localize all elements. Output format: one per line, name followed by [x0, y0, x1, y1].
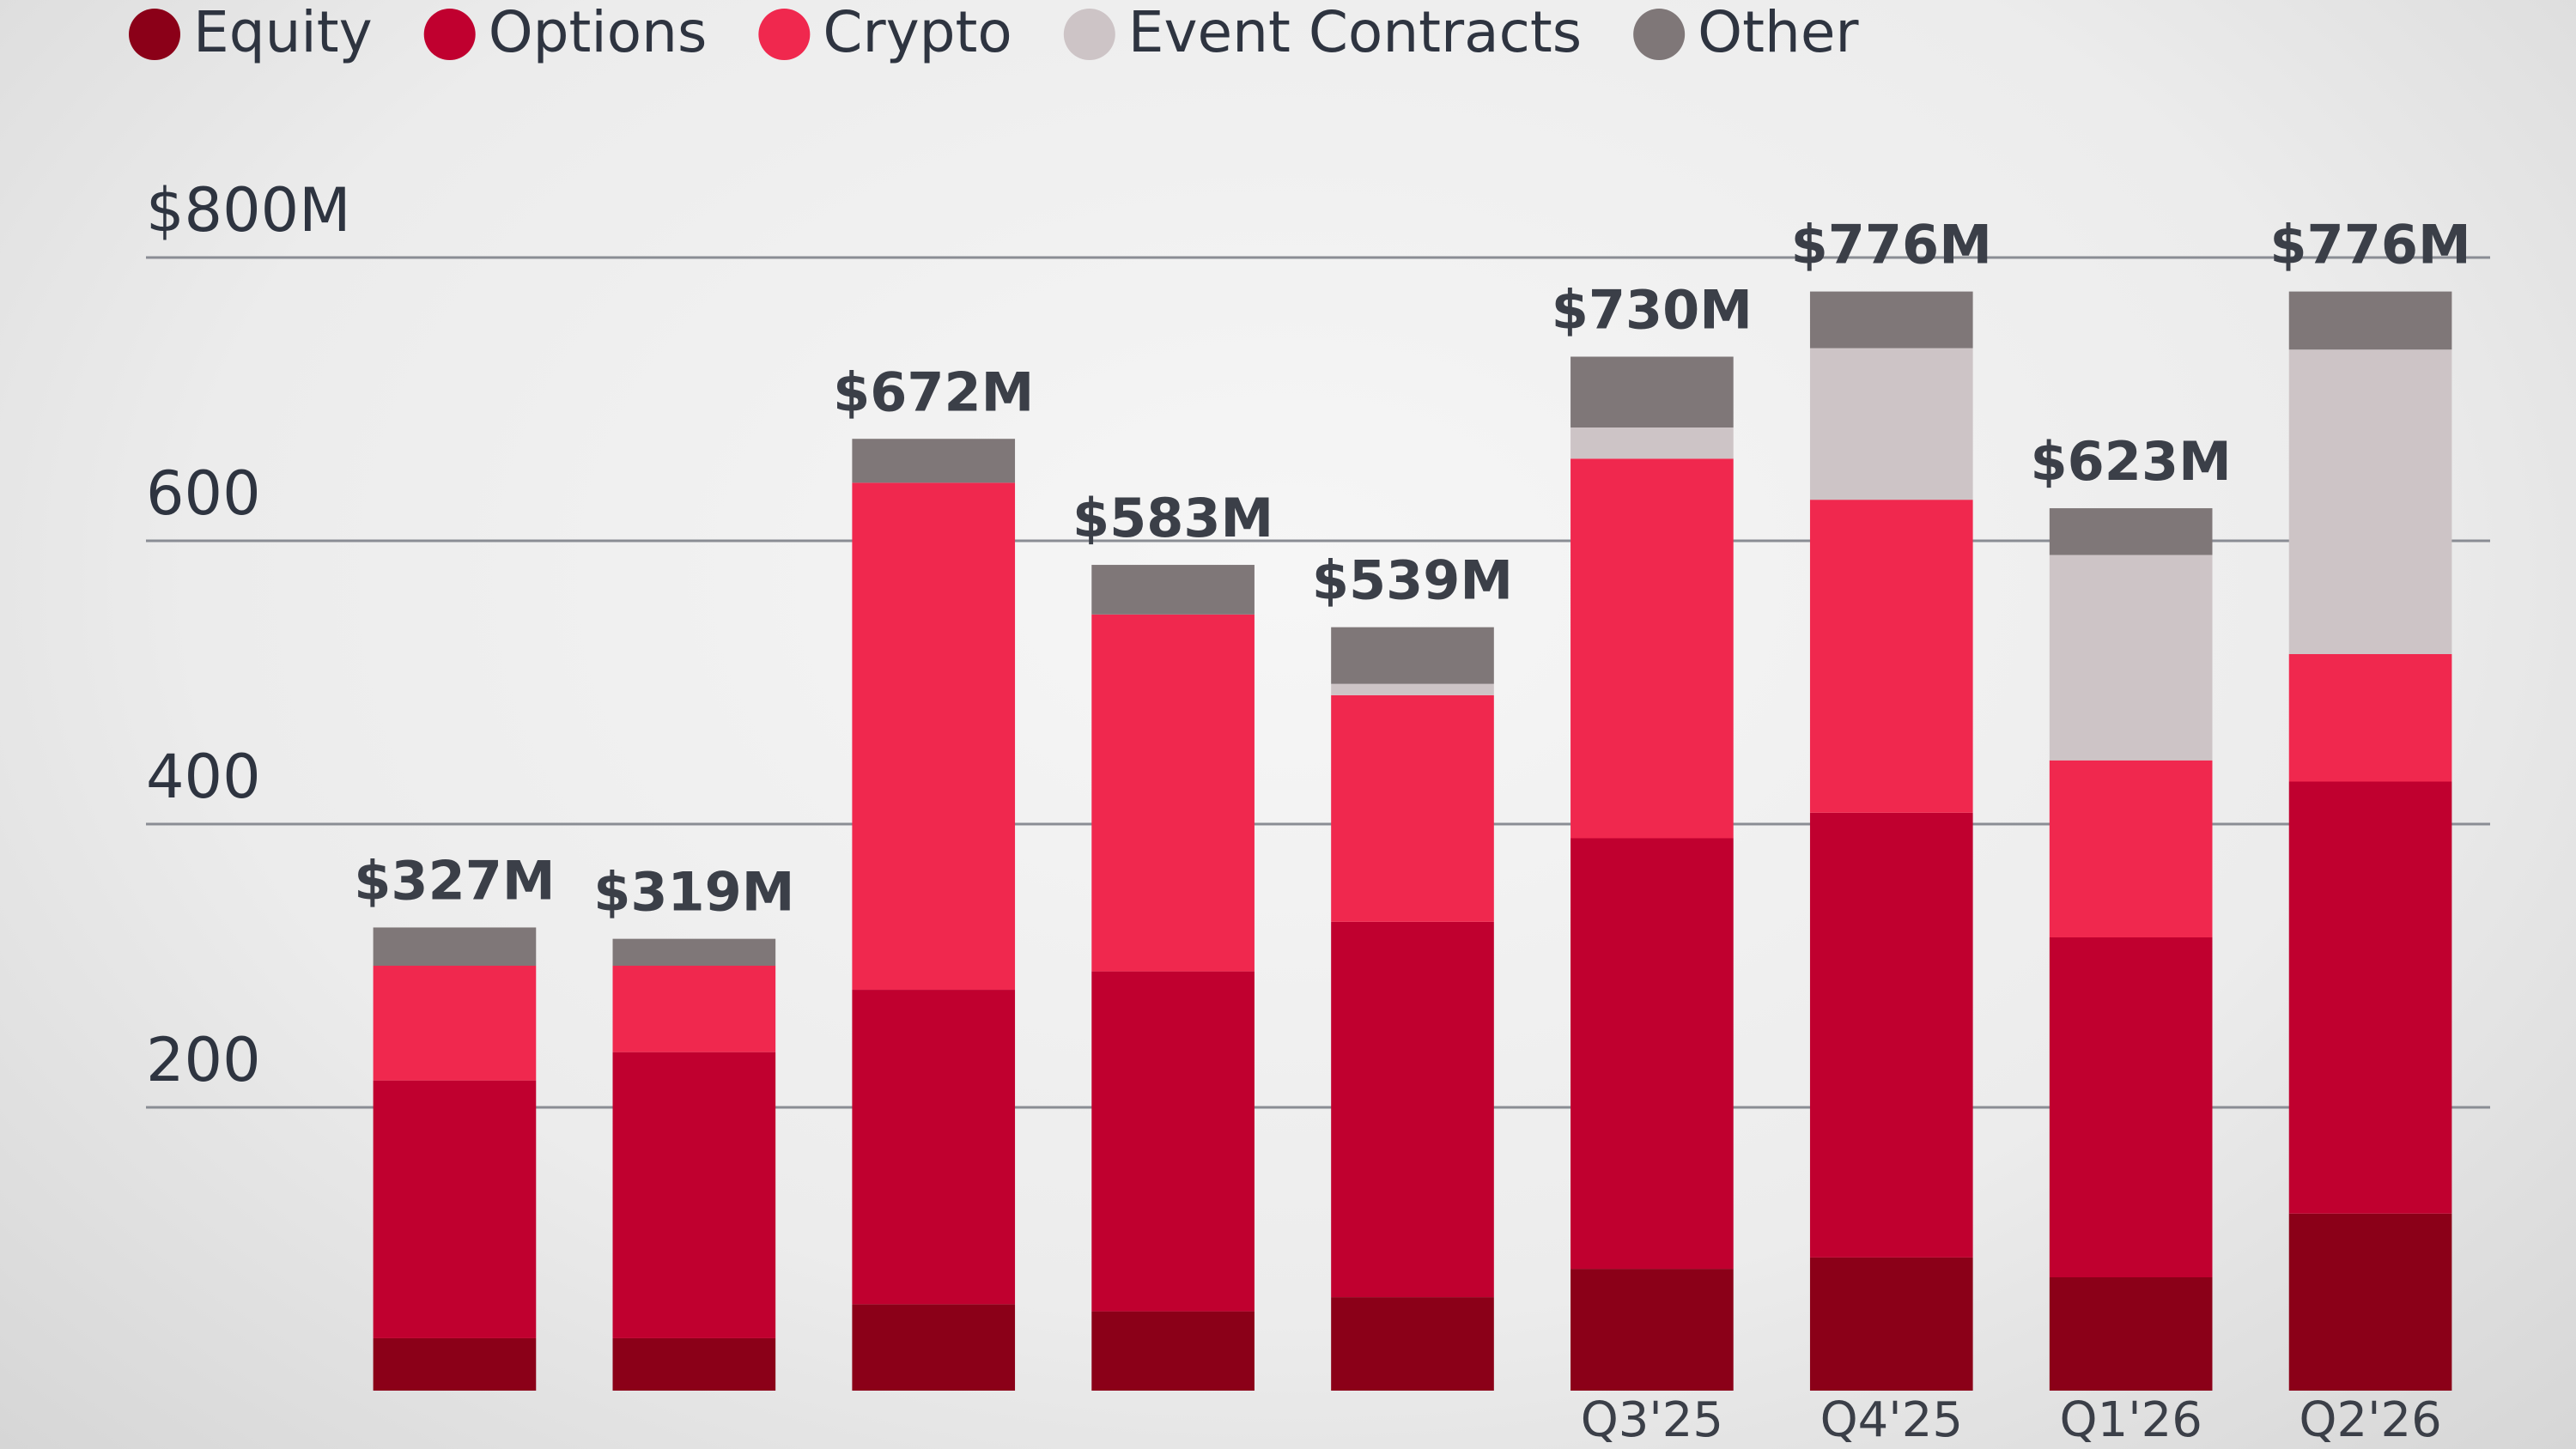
- bar-segment: [852, 482, 1016, 991]
- bar-segment: [1571, 838, 1734, 1270]
- x-tick-label: Q1'26: [2059, 1392, 2202, 1448]
- total-label: $776M: [2269, 214, 2470, 276]
- bar-segment: [2049, 760, 2213, 937]
- total-label: $539M: [1312, 549, 1513, 612]
- y-tick-label: 400: [146, 742, 261, 812]
- legend-label: Crypto: [823, 0, 1012, 65]
- bar-segment: [1809, 1257, 1973, 1391]
- bar-segment: [373, 1337, 537, 1391]
- legend-label: Options: [489, 0, 708, 65]
- legend-label: Event Contracts: [1128, 0, 1582, 65]
- legend-swatch: [1633, 9, 1686, 60]
- bar-segment: [2049, 1277, 2213, 1391]
- legend-swatch: [129, 9, 180, 60]
- bar-segment: [2049, 937, 2213, 1277]
- bar-segment: [2288, 781, 2452, 1214]
- legend-label: Equity: [193, 0, 373, 65]
- bar-segment: [1331, 627, 1494, 684]
- x-tick-label: Q4'25: [1820, 1392, 1963, 1448]
- bar-segment: [612, 938, 776, 966]
- bar-segment: [1571, 427, 1734, 459]
- bar-segment: [1331, 694, 1494, 922]
- bar-segment: [1571, 458, 1734, 839]
- total-label: $730M: [1552, 279, 1753, 342]
- total-label: $623M: [2031, 430, 2232, 493]
- bar-segment: [1091, 614, 1255, 972]
- bar-segment: [373, 966, 537, 1081]
- x-tick-label: Q2'26: [2299, 1392, 2441, 1448]
- bar-segment: [1091, 971, 1255, 1312]
- bar-segment: [1809, 348, 1973, 500]
- bar-segment: [1091, 565, 1255, 615]
- bar-segment: [612, 1337, 776, 1391]
- bar-segment: [2288, 349, 2452, 654]
- bar-segment: [1331, 1297, 1494, 1391]
- bar-segment: [612, 1052, 776, 1338]
- bar-segment: [852, 1304, 1016, 1391]
- bar-segment: [2288, 654, 2452, 782]
- bar-segment: [852, 439, 1016, 483]
- y-tick-label: 200: [146, 1025, 261, 1095]
- bar-segment: [2288, 291, 2452, 350]
- bar-segment: [1809, 812, 1973, 1258]
- bar-segment: [1809, 500, 1973, 813]
- bar-segment: [373, 1080, 537, 1338]
- y-tick-label: 600: [146, 458, 261, 529]
- total-label: $583M: [1072, 487, 1273, 549]
- bar-segment: [1331, 683, 1494, 695]
- bar-segment: [852, 990, 1016, 1305]
- bar-segment: [1091, 1311, 1255, 1391]
- x-tick-label: Q3'25: [1581, 1392, 1723, 1448]
- bar-segment: [1331, 921, 1494, 1298]
- legend-swatch: [758, 9, 811, 60]
- bar-segment: [612, 966, 776, 1052]
- bar-segment: [2049, 508, 2213, 555]
- legend-swatch: [423, 9, 476, 60]
- bar-segment: [2288, 1213, 2452, 1391]
- total-label: $319M: [593, 861, 794, 924]
- bar-segment: [1571, 356, 1734, 427]
- total-label: $672M: [833, 361, 1034, 423]
- bar-segment: [1809, 291, 1973, 349]
- bar-segment: [1571, 1269, 1734, 1391]
- total-label: $776M: [1791, 214, 1992, 276]
- bar-segment: [2049, 555, 2213, 761]
- legend-label: Other: [1698, 0, 1859, 65]
- legend-swatch: [1063, 9, 1115, 60]
- total-label: $327M: [354, 850, 555, 912]
- y-tick-label: $800M: [146, 175, 351, 246]
- bar-segment: [373, 927, 537, 966]
